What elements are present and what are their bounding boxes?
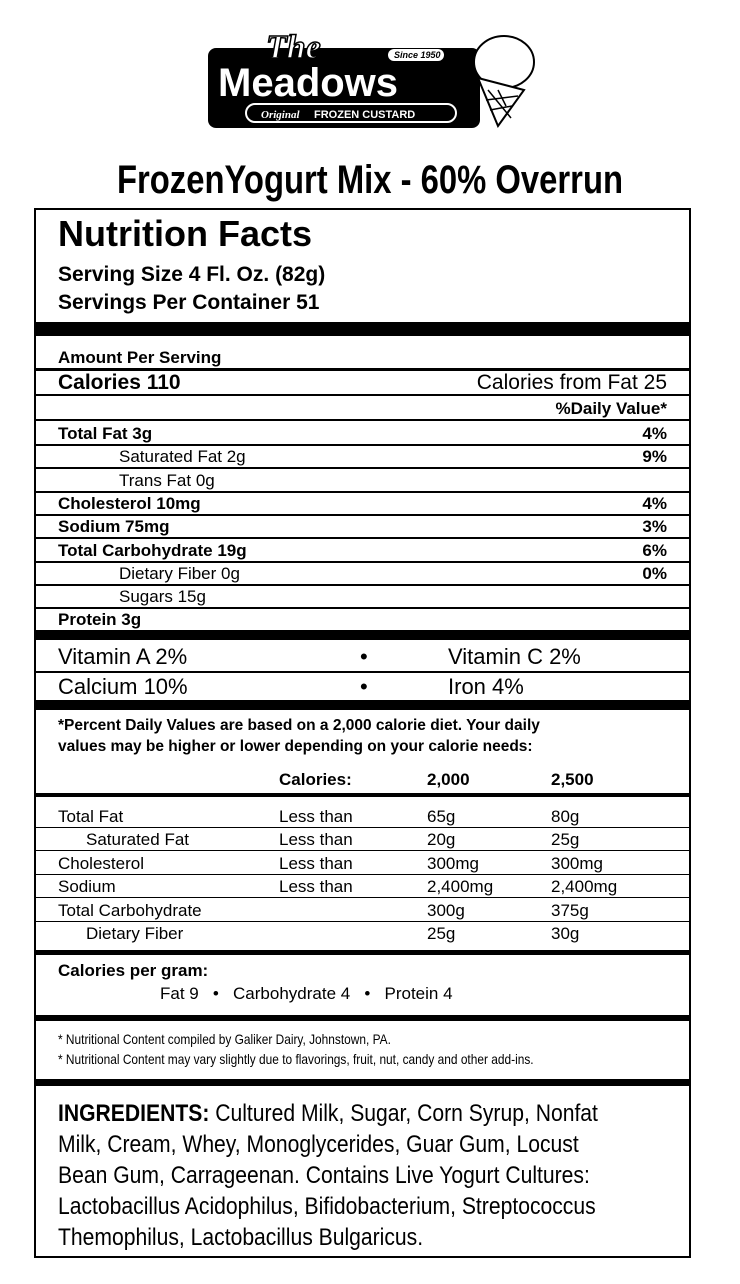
vitamin-item: Vitamin A 2% — [58, 644, 188, 669]
divider — [36, 607, 689, 610]
daily-value-header: %Daily Value* — [555, 399, 667, 418]
divider — [36, 630, 689, 640]
dv-table-cell: Total Carbohydrate — [58, 900, 202, 920]
svg-text:The: The — [266, 29, 321, 66]
dv-table-cell: Dietary Fiber — [86, 924, 184, 943]
nutrient-label: Saturated Fat 2g — [119, 447, 246, 467]
dv-table-cell: 25g — [551, 830, 580, 850]
nutrition-facts-heading: Nutrition Facts — [58, 213, 313, 254]
divider — [36, 793, 689, 797]
divider — [36, 671, 689, 673]
divider — [36, 368, 689, 371]
divider — [36, 419, 689, 421]
divider — [36, 873, 689, 875]
nutrient-daily-value: 4% — [642, 424, 667, 443]
dv-table-cell: Less than — [279, 853, 353, 873]
dv-table-cell: 300mg — [427, 853, 479, 873]
dv-table-cell: 375g — [551, 900, 589, 920]
nutrient-daily-value: 0% — [642, 563, 667, 583]
meadows-logo: The Since 1950 Meadows Original FROZEN C… — [208, 28, 535, 129]
note-line: * Nutritional Content may vary slightly … — [58, 1051, 534, 1067]
divider — [36, 513, 689, 516]
nutrient-daily-value: 3% — [642, 517, 667, 537]
divider — [36, 583, 689, 586]
nutrient-label: Cholesterol 10mg — [58, 493, 201, 513]
bullet-separator: • — [360, 644, 368, 669]
footnote-line: values may be higher or lower depending … — [58, 738, 533, 755]
nutrient-label: Sodium 75mg — [58, 517, 170, 537]
dv-table-cell: Sodium — [58, 877, 116, 897]
ingredients-line: Bean Gum, Carrageenan. Contains Live Yog… — [58, 1162, 590, 1189]
divider — [36, 850, 689, 852]
dv-table-cell: Less than — [279, 830, 353, 850]
table-header-2000: 2,000 — [427, 770, 470, 789]
svg-text:Meadows: Meadows — [218, 61, 398, 105]
amount-per-serving: Amount Per Serving — [58, 348, 222, 367]
bullet-separator: • — [360, 674, 368, 699]
dv-table-cell: Total Fat — [58, 807, 124, 826]
vitamin-item: Vitamin C 2% — [448, 644, 581, 669]
product-title: FrozenYogurt Mix - 60% Overrun — [116, 158, 624, 202]
dv-table-cell: Cholesterol — [58, 853, 144, 873]
calories-per-gram-values: Fat 9 • Carbohydrate 4 • Protein 4 — [160, 984, 453, 1003]
calories-from-fat: Calories from Fat 25 — [476, 371, 667, 394]
calories: Calories 110 — [58, 371, 181, 394]
svg-text:Since 1950: Since 1950 — [394, 50, 441, 60]
nutrient-label: Dietary Fiber 0g — [119, 563, 240, 583]
divider — [36, 467, 689, 470]
divider — [36, 950, 689, 955]
ingredients-line: Cultured Milk, Sugar, Corn Syrup, Nonfat — [215, 1100, 598, 1127]
divider — [36, 700, 689, 710]
nutrient-daily-value: 9% — [642, 447, 667, 467]
divider — [36, 490, 689, 493]
dv-table-cell: 25g — [427, 924, 456, 943]
dv-table-cell: 65g — [427, 807, 456, 826]
table-header-calories: Calories: — [279, 770, 352, 789]
dv-table-cell: 20g — [427, 830, 456, 850]
servings-per-container: Servings Per Container 51 — [58, 291, 320, 314]
divider — [36, 1079, 689, 1086]
nutrient-label: Total Fat 3g — [58, 424, 153, 443]
divider — [36, 444, 689, 446]
serving-size: Serving Size 4 Fl. Oz. (82g) — [58, 263, 326, 286]
dv-table-cell: Saturated Fat — [86, 830, 190, 850]
calories-per-gram-label: Calories per gram: — [58, 961, 209, 980]
divider — [36, 322, 689, 336]
dv-table-cell: Less than — [279, 877, 353, 897]
dv-table-cell: 2,400mg — [427, 877, 494, 897]
divider — [36, 537, 689, 540]
footnote-line: *Percent Daily Values are based on a 2,0… — [58, 717, 540, 734]
ingredients: INGREDIENTS: Cultured Milk, Sugar, Corn … — [58, 1098, 674, 1253]
ingredients-label: INGREDIENTS: — [58, 1100, 210, 1127]
vitamin-item: Calcium 10% — [58, 674, 188, 699]
divider — [36, 560, 689, 563]
divider — [36, 897, 689, 899]
note-line: * Nutritional Content compiled by Galike… — [58, 1031, 391, 1047]
svg-text:Original: Original — [261, 109, 300, 121]
dv-table-cell: 2,400mg — [551, 877, 618, 897]
divider — [36, 920, 689, 922]
vitamin-item: Iron 4% — [448, 674, 524, 699]
table-header-2500: 2,500 — [551, 770, 594, 789]
nutrient-label: Protein 3g — [58, 610, 142, 630]
divider — [36, 394, 689, 396]
nutrient-daily-value: 4% — [642, 493, 667, 513]
nutrient-label: Total Carbohydrate 19g — [58, 540, 247, 560]
dv-table-cell: 300g — [427, 900, 465, 920]
divider — [36, 827, 689, 828]
nutrient-label: Sugars 15g — [119, 587, 206, 607]
nutrient-daily-value: 6% — [642, 540, 667, 560]
dv-table-cell: Less than — [279, 807, 353, 826]
svg-text:FROZEN CUSTARD: FROZEN CUSTARD — [314, 109, 415, 121]
nutrition-facts-panel: Nutrition Facts Serving Size 4 Fl. Oz. (… — [34, 208, 691, 1258]
dv-table-cell: 300mg — [551, 853, 603, 873]
ingredients-line: Milk, Cream, Whey, Monoglycerides, Guar … — [58, 1131, 579, 1158]
ingredients-line: Themophilus, Lactobacillus Bulgaricus. — [58, 1224, 424, 1251]
nutrient-label: Trans Fat 0g — [119, 470, 215, 490]
ingredients-line: Lactobacillus Acidophilus, Bifidobacteri… — [58, 1193, 596, 1220]
dv-table-cell: 80g — [551, 807, 580, 826]
dv-table-cell: 30g — [551, 924, 580, 943]
divider — [36, 1015, 689, 1021]
